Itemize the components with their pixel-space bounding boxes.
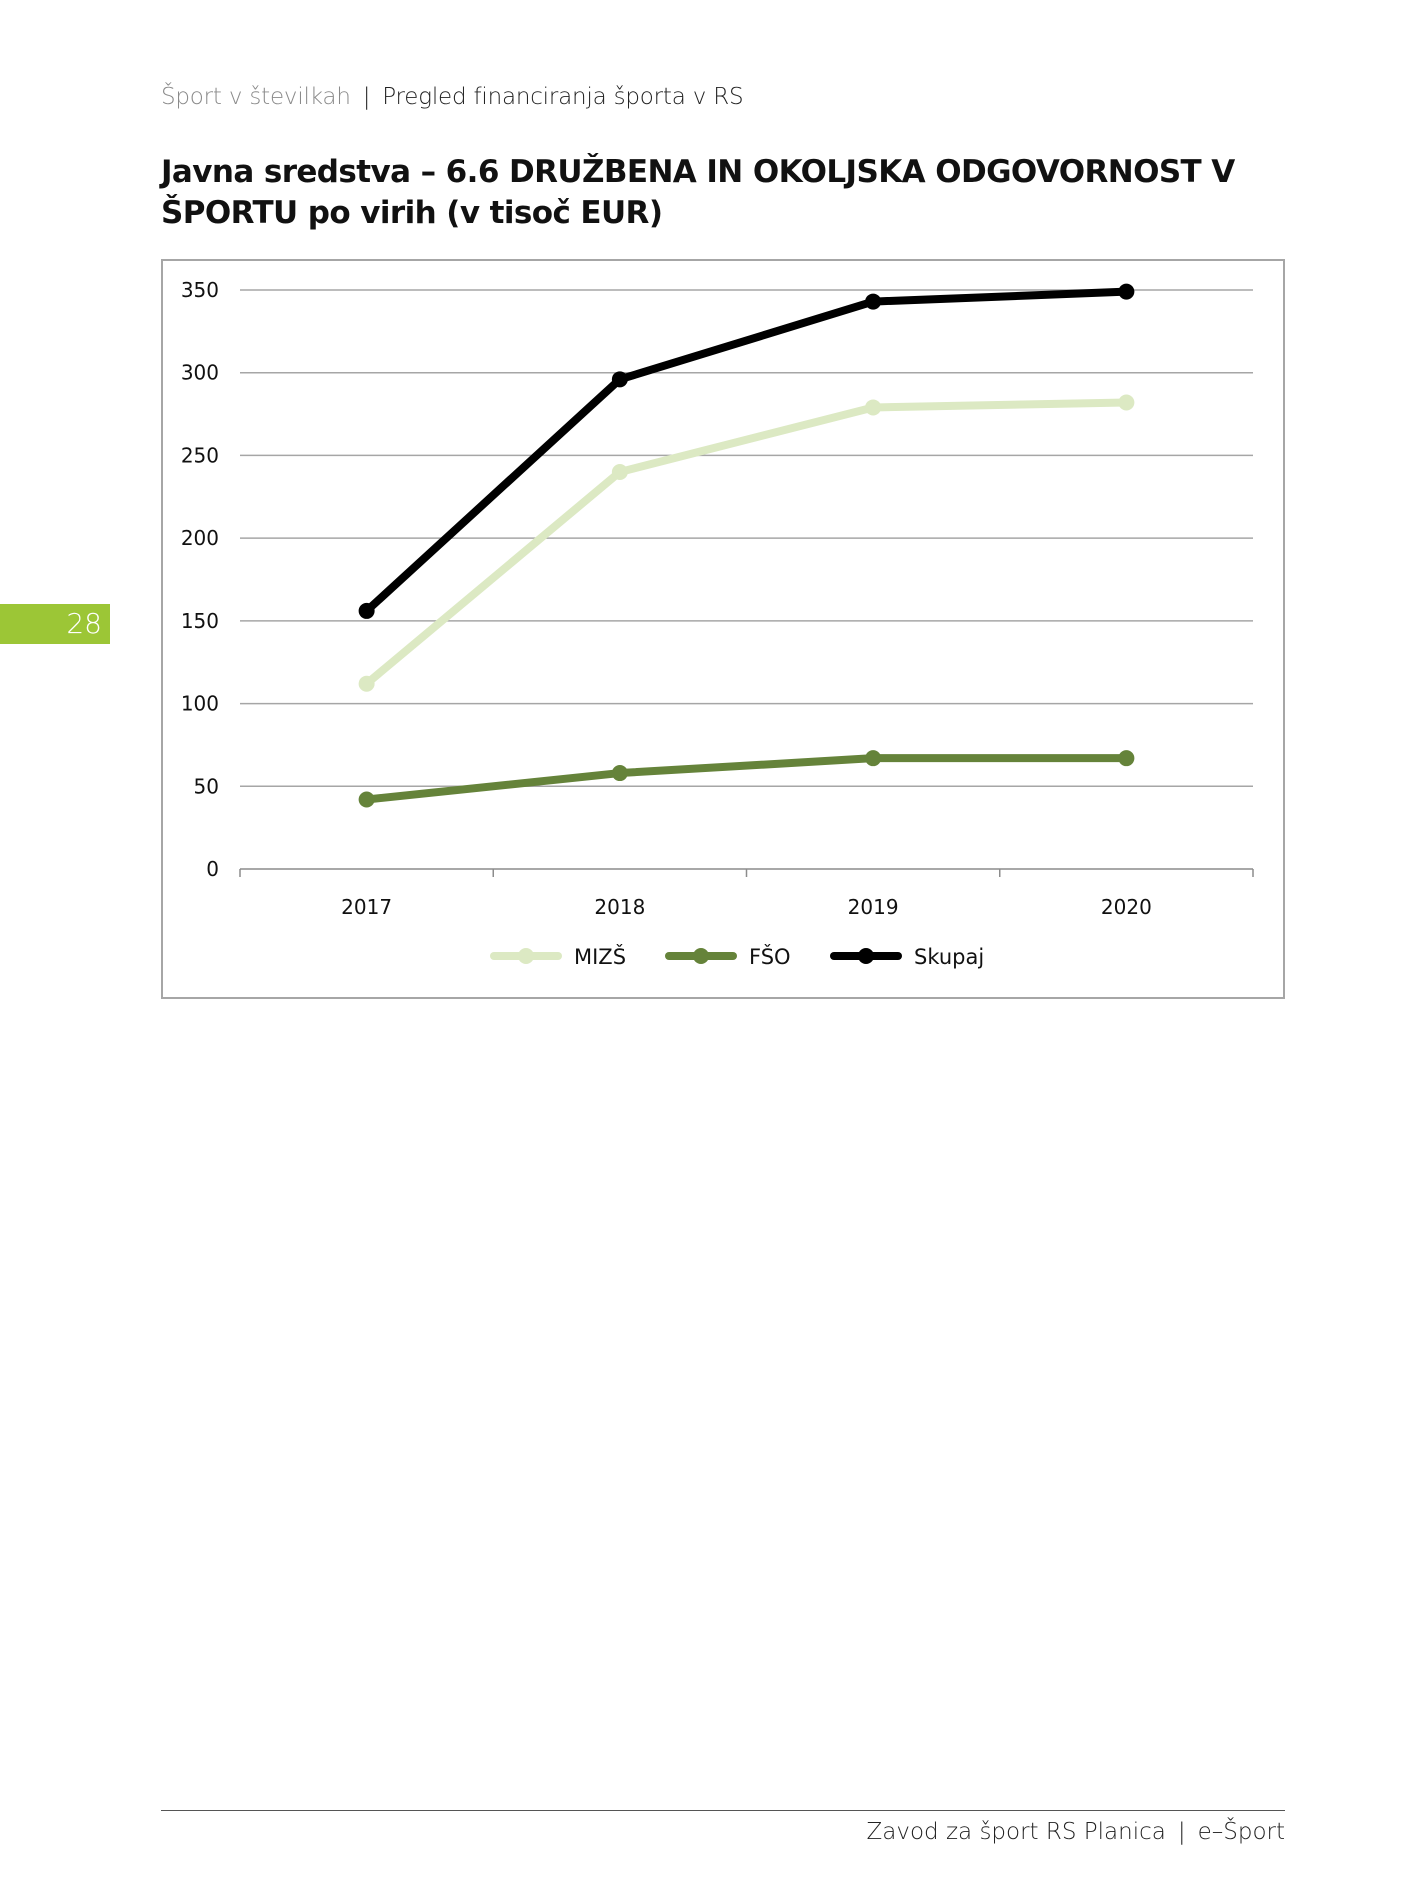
footer-publication: e–Šport [1197, 1819, 1285, 1845]
series-fšo [358, 750, 1135, 808]
y-tick-label: 200 [181, 526, 219, 550]
data-point [611, 765, 628, 782]
legend-label: FŠO [749, 944, 791, 969]
data-point [358, 602, 375, 619]
data-point [358, 675, 375, 692]
data-point [611, 371, 628, 388]
line-chart: 0 50 100 150 200 250 300 350 2017 2018 2019 2020 MI… [181, 278, 1254, 969]
header-separator: | [362, 84, 371, 110]
series-line [362, 754, 1131, 804]
data-point [1118, 283, 1135, 300]
y-tick-label: 150 [181, 609, 219, 633]
page-number-tab: 28 [0, 604, 110, 644]
x-tick-label: 2018 [594, 895, 645, 919]
page-number: 28 [66, 607, 102, 640]
y-tick-label: 250 [181, 443, 219, 467]
legend-marker [693, 948, 709, 964]
legend-marker [858, 948, 874, 964]
x-tick-label: 2019 [848, 895, 899, 919]
data-point [865, 750, 882, 767]
grid-lines [240, 289, 1253, 788]
chart-title: Javna sredstva – 6.6 DRUŽBENA IN OKOLJSK… [161, 154, 1235, 231]
footer-rule [161, 1810, 1285, 1811]
running-header: Šport v številkah | Pregled financiranja š… [161, 84, 744, 110]
legend: MIZŠ FŠO Skupaj [490, 944, 984, 969]
legend-item: FŠO [665, 944, 791, 969]
header-section: Šport v številkah [161, 84, 351, 110]
legend-item: MIZŠ [490, 944, 626, 969]
data-point [358, 791, 375, 808]
footer-publisher: Zavod za šport RS Planica [866, 1819, 1166, 1845]
legend-label: MIZŠ [574, 944, 626, 969]
data-point [611, 463, 628, 480]
legend-label: Skupaj [914, 945, 984, 969]
y-tick-label: 50 [194, 774, 219, 798]
data-point [1118, 750, 1135, 767]
x-tick-label: 2020 [1101, 895, 1152, 919]
y-tick-label: 0 [206, 857, 219, 881]
y-tick-label: 300 [181, 361, 219, 385]
running-footer: Zavod za šport RS Planica | e–Šport [867, 1819, 1285, 1845]
series [358, 283, 1135, 808]
y-tick-label: 100 [181, 692, 219, 716]
series-line [362, 398, 1131, 688]
x-tick-label: 2017 [341, 895, 392, 919]
axes: 0 50 100 150 200 250 300 350 2017 2018 2019 2020 [181, 278, 1254, 919]
data-point [1118, 394, 1135, 411]
data-point [865, 293, 882, 310]
y-tick-label: 350 [181, 278, 219, 302]
chart-frame: 0 50 100 150 200 250 300 350 2017 2018 2019 2020 MI… [161, 259, 1285, 999]
legend-item: Skupaj [830, 945, 984, 969]
footer-separator: | [1177, 1819, 1186, 1845]
series-skupaj [358, 283, 1135, 619]
series-line [362, 287, 1131, 615]
data-point [865, 399, 882, 416]
series-mizš [358, 394, 1135, 692]
header-subsection: Pregled financiranja športa v RS [382, 84, 744, 110]
legend-marker [518, 948, 534, 964]
